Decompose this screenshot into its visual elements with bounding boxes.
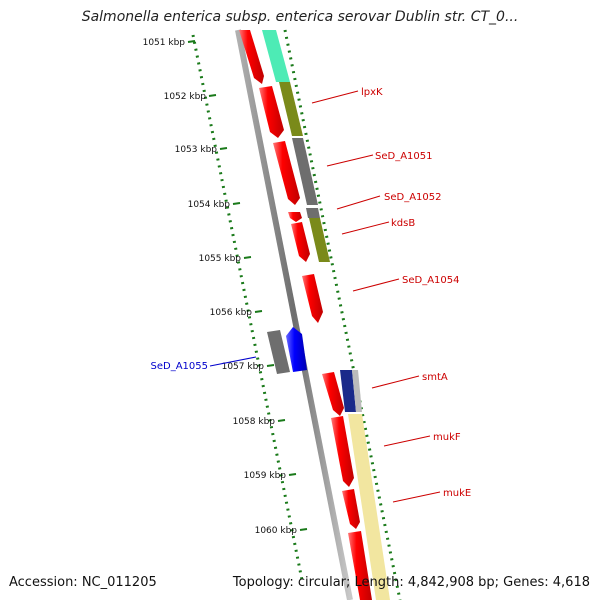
kbp-tick-group: 1051 kbp 1052 kbp 1053 kbp 1054 kbp 1055 kbp… [143,38,308,536]
gene-label[interactable]: mukE [443,488,471,499]
gene-label[interactable]: kdsB [391,218,415,229]
cog-segment-yellow [348,414,390,600]
cog-segment-green [262,30,290,82]
cog-segment-olive-2 [309,218,330,262]
cds-arrow [348,531,372,600]
cog-segment-gray-small [306,208,320,218]
cog-track [262,30,390,600]
gene-label[interactable]: SeD_A1051 [375,151,433,162]
gene-label[interactable]: smtA [422,372,448,383]
leader-smtA [371,375,420,389]
leader-SeD_A1052 [336,195,381,210]
kbp-tick-mark [219,147,228,150]
cds-arrow-blue [286,327,307,372]
kbp-tick-label: 1057 kbp [222,362,265,372]
kbp-tick-mark [277,419,286,422]
leader-lpxK [311,90,359,104]
kbp-tick-label: 1060 kbp [255,526,298,536]
kbp-tick-mark [254,310,263,313]
kbp-tick-mark [288,473,297,476]
kbp-tick-mark [187,40,196,43]
left-tick-track [191,34,304,581]
kbp-tick-label: 1053 kbp [175,145,218,155]
cog-segment-olive [279,82,303,136]
leader-SeD_A1054 [352,278,400,292]
accession-text: Accession: NC_011205 [9,575,157,590]
leader-mukE [392,491,441,503]
cds-arrow [291,222,310,262]
cds-arrow [239,30,264,84]
cog-segment-gray-reverse [267,330,290,374]
kbp-tick-label: 1056 kbp [210,308,253,318]
gene-label[interactable]: SeD_A1054 [402,275,460,286]
cds-arrow [259,86,284,138]
kbp-tick-mark [266,364,275,367]
reverse-track [267,327,307,374]
cds-track [239,30,372,600]
leader-kdsB [341,221,390,235]
cds-arrow [331,416,354,487]
kbp-tick-mark [208,94,217,97]
kbp-tick-label: 1054 kbp [188,200,231,210]
kbp-tick-label: 1059 kbp [244,471,287,481]
kbp-tick-label: 1052 kbp [164,92,207,102]
genome-summary-text: Topology: circular; Length: 4,842,908 bp… [232,575,590,590]
gene-label[interactable]: lpxK [361,87,383,98]
cog-segment-navy [340,370,356,412]
cds-arrow [302,274,323,323]
genome-backbone [235,29,353,600]
kbp-tick-mark [299,528,308,531]
right-tick-track [283,29,402,600]
cog-segment-light-gray [352,370,362,412]
gene-label[interactable]: SeD_A1052 [384,192,442,203]
kbp-tick-label: 1051 kbp [143,38,186,48]
cds-arrow [322,372,344,416]
kbp-tick-label: 1058 kbp [233,417,276,427]
kbp-tick-mark [232,202,241,205]
cds-arrow [342,489,360,529]
gene-label[interactable]: SeD_A1055 [151,361,209,372]
cds-arrow [273,141,300,205]
gene-leader-lines [209,90,441,503]
cog-segment-gray [292,138,318,205]
gene-label[interactable]: mukF [433,432,461,443]
map-title: Salmonella enterica subsp. enterica sero… [81,9,519,25]
kbp-tick-mark [243,256,252,259]
gene-label-group: lpxK SeD_A1051 SeD_A1052 kdsB SeD_A1054 smtA m… [151,87,472,499]
leader-SeD_A1051 [326,154,374,167]
cds-arrow [288,212,302,222]
leader-mukF [383,435,431,447]
leader-SeD_A1055 [209,356,257,367]
kbp-tick-label: 1055 kbp [199,254,242,264]
